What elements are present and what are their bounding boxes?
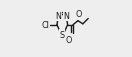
Text: O: O xyxy=(66,35,72,44)
Text: N: N xyxy=(56,12,61,21)
Text: S: S xyxy=(60,30,65,39)
Text: O: O xyxy=(75,10,82,19)
Text: N: N xyxy=(63,12,69,21)
Text: Cl: Cl xyxy=(41,21,49,30)
